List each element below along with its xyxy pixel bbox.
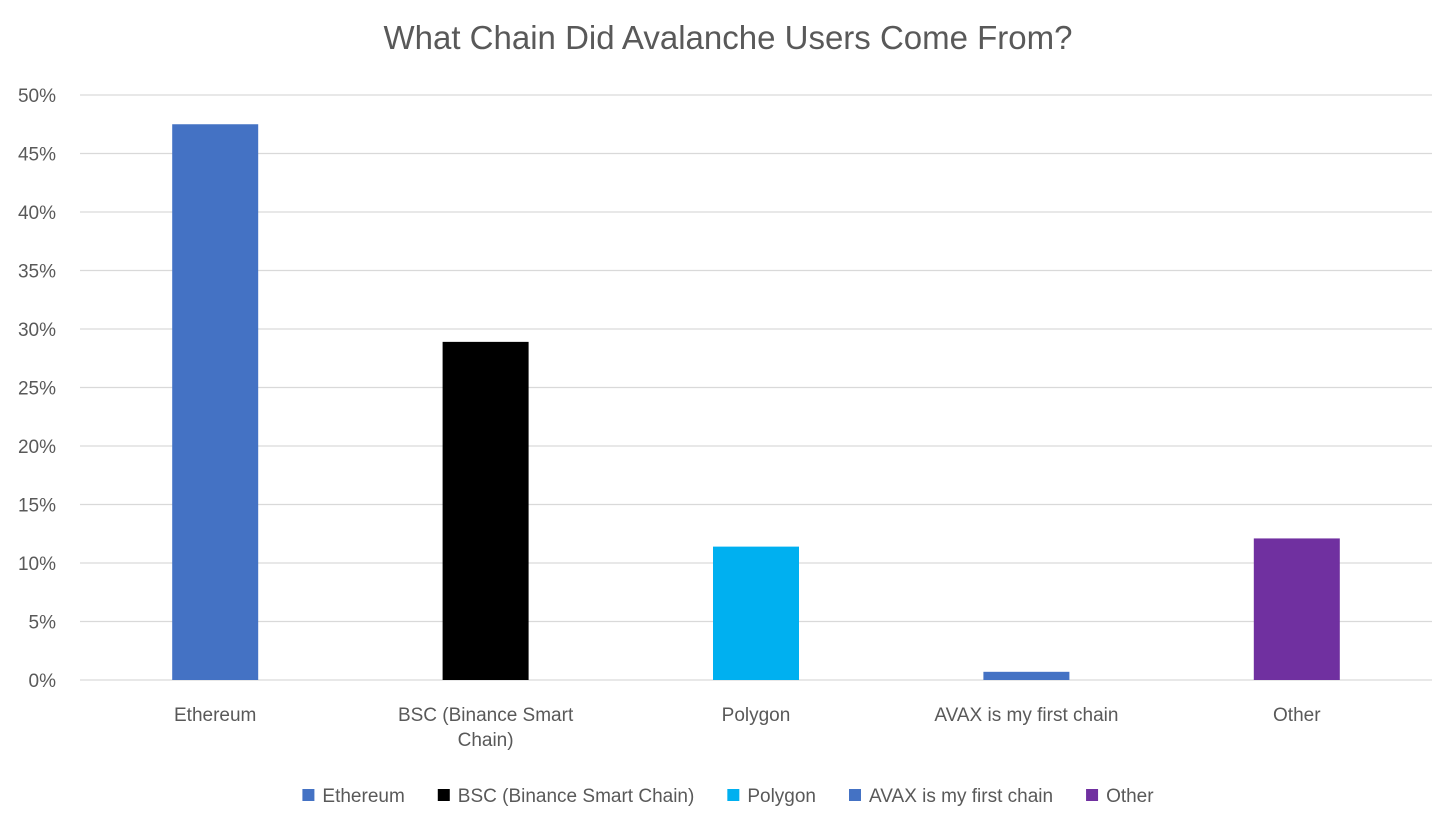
x-tick-label: Ethereum: [174, 705, 256, 726]
bars: [172, 124, 1340, 680]
x-tick-label: AVAX is my first chain: [934, 705, 1118, 726]
x-tick-label: Other: [1273, 705, 1321, 726]
y-tick-label: 35%: [18, 262, 56, 283]
bar: [442, 341, 529, 680]
bar: [172, 124, 259, 680]
bar: [1253, 538, 1340, 680]
gridlines: [80, 94, 1432, 681]
legend-swatch: [849, 789, 861, 801]
y-tick-label: 5%: [29, 613, 57, 634]
legend-label: Ethereum: [322, 786, 404, 807]
legend-swatch: [1086, 789, 1099, 801]
legend-label: BSC (Binance Smart Chain): [458, 786, 695, 807]
x-tick-label: BSC (Binance Smart Chain): [398, 705, 574, 751]
y-tick-label: 0%: [29, 671, 57, 692]
y-tick-label: 25%: [18, 379, 56, 400]
bar: [983, 671, 1070, 680]
x-tick-label: Polygon: [722, 705, 791, 726]
y-tick-label: 15%: [18, 496, 56, 517]
y-tick-label: 10%: [18, 554, 56, 575]
legend-swatch: [302, 789, 315, 801]
bar: [713, 546, 799, 680]
legend-swatch: [437, 789, 450, 801]
y-tick-label: 20%: [18, 437, 56, 458]
legend-item: Other: [1086, 786, 1154, 807]
legend-item: BSC (Binance Smart Chain): [437, 786, 695, 807]
legend-swatch: [727, 789, 740, 801]
legend-item: Ethereum: [302, 786, 405, 807]
legend-label: AVAX is my first chain: [869, 786, 1053, 807]
chart-title: What Chain Did Avalanche Users Come From…: [383, 19, 1072, 56]
legend-item: Polygon: [727, 786, 816, 807]
y-tick-label: 40%: [18, 203, 56, 224]
x-axis-tick-labels: Ethereum BSC (Binance Smart Chain) Polygon A…: [174, 705, 1321, 751]
y-tick-label: 30%: [18, 320, 56, 341]
y-tick-label: 45%: [18, 145, 56, 166]
legend-label: Polygon: [747, 786, 816, 807]
legend-item: AVAX is my first chain: [849, 786, 1053, 807]
legend: Ethereum BSC (Binance Smart Chain) Polygon…: [302, 786, 1154, 807]
y-axis-tick-labels: 0% 5% 10% 15% 20% 25% 30% 35% 40% 45% 50%: [18, 86, 56, 692]
legend-label: Other: [1106, 786, 1154, 807]
y-tick-label: 50%: [18, 86, 56, 107]
